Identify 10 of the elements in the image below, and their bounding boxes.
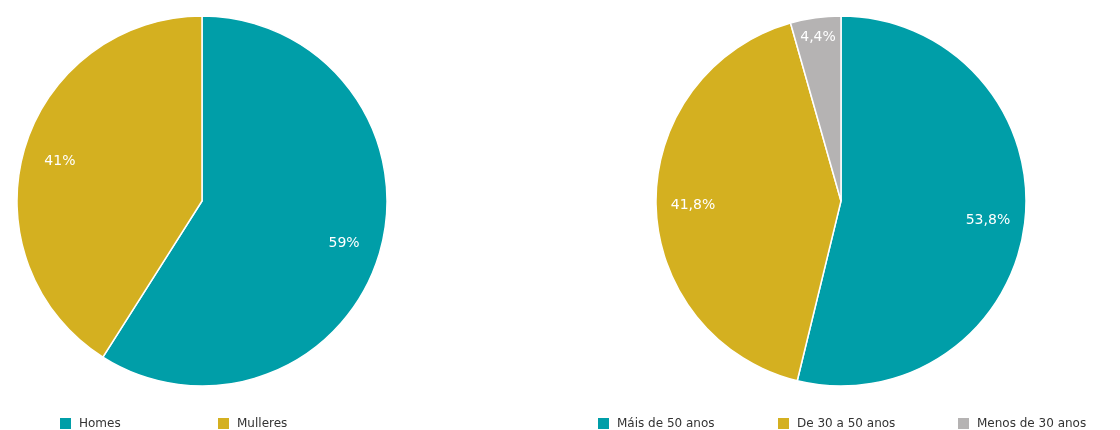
legend-label: Menos de 30 anos — [977, 416, 1087, 430]
legend-label: Mulleres — [237, 416, 288, 430]
data-label: 41,8% — [670, 195, 716, 212]
legend-label: Homes — [79, 416, 121, 430]
data-label: 4,4% — [800, 28, 836, 45]
data-label: 41% — [44, 151, 76, 168]
data-label: 53,8% — [965, 210, 1011, 227]
legend-label: De 30 a 50 anos — [797, 416, 896, 430]
data-label: 59% — [328, 234, 360, 251]
legend-label: Máis de 50 anos — [617, 416, 715, 430]
